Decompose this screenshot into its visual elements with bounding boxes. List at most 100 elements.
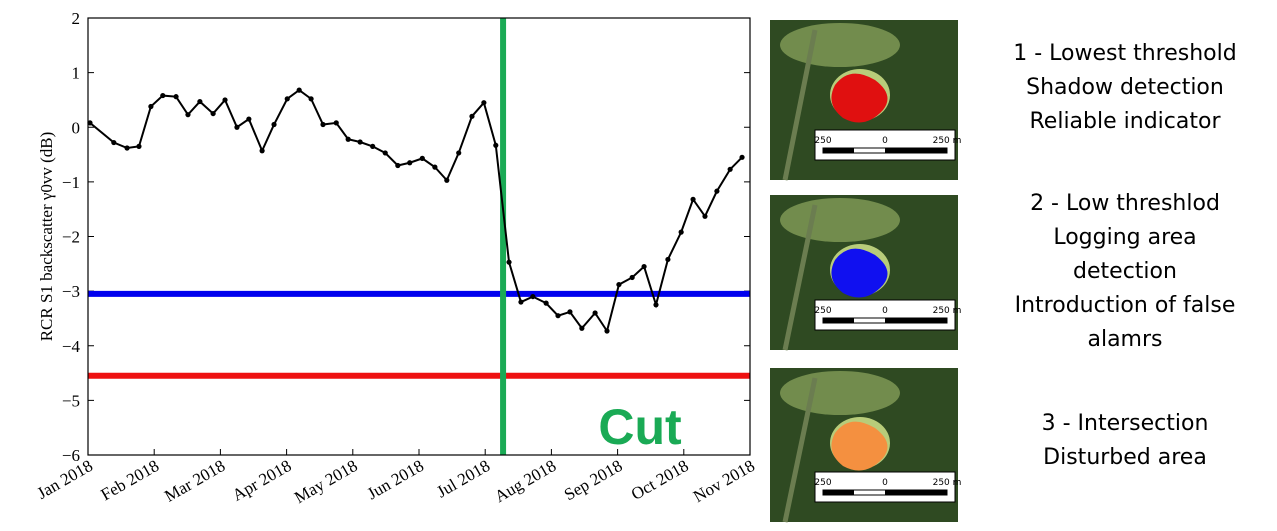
y-tick-label: −5 xyxy=(62,391,80,410)
caption: 2 - Low threshlod xyxy=(1030,191,1220,216)
point xyxy=(136,143,142,149)
point xyxy=(320,121,326,128)
scale-label: 0 xyxy=(882,478,888,488)
point xyxy=(259,148,265,154)
point xyxy=(246,116,252,122)
point xyxy=(530,293,536,300)
scale-box xyxy=(814,299,956,331)
road xyxy=(782,204,818,351)
point xyxy=(641,263,647,270)
caption: Disturbed area xyxy=(1043,445,1207,470)
road xyxy=(782,377,818,523)
y-tick-label: −6 xyxy=(62,446,80,465)
scale-box xyxy=(814,471,956,503)
point xyxy=(173,94,179,100)
x-tick-label: Mar 2018 xyxy=(161,456,228,506)
y-tick-label: −1 xyxy=(62,173,80,192)
scale-label: 250 xyxy=(814,136,831,146)
point xyxy=(382,150,388,156)
x-tick-label: May 2018 xyxy=(291,456,361,507)
point xyxy=(197,98,203,105)
point xyxy=(678,229,684,235)
field xyxy=(780,198,900,242)
point xyxy=(727,166,733,172)
field xyxy=(780,371,900,415)
scale-label: 250 xyxy=(814,306,831,316)
caption: Shadow detection xyxy=(1026,75,1224,100)
point xyxy=(481,100,487,106)
caption: 1 - Lowest threshold xyxy=(1013,41,1236,66)
point xyxy=(284,96,290,102)
point xyxy=(87,120,93,126)
point xyxy=(518,299,524,305)
point xyxy=(702,213,708,219)
point xyxy=(629,274,635,281)
field xyxy=(780,23,900,67)
scale-bar xyxy=(823,318,854,323)
point xyxy=(370,143,376,149)
point xyxy=(111,139,117,146)
point xyxy=(407,160,413,166)
x-tick-label: Feb 2018 xyxy=(97,456,162,504)
scale-bar xyxy=(885,148,947,153)
x-tick-label: Oct 2018 xyxy=(628,456,692,504)
y-tick-label: 1 xyxy=(72,64,81,83)
y-tick-label: −2 xyxy=(62,228,80,247)
point xyxy=(506,259,512,265)
y-tick-label: 0 xyxy=(72,118,81,137)
point xyxy=(419,155,425,161)
scale-label: 0 xyxy=(882,136,888,146)
point xyxy=(567,309,573,315)
scale-bar xyxy=(885,490,947,495)
scale-label: 0 xyxy=(882,306,888,316)
point xyxy=(555,313,561,319)
y-tick-label: 2 xyxy=(72,9,81,28)
detection xyxy=(831,248,888,298)
point xyxy=(653,302,659,308)
point xyxy=(308,96,314,102)
caption: alamrs xyxy=(1087,327,1162,352)
point xyxy=(160,92,166,99)
point xyxy=(357,139,363,145)
caption: Introduction of false xyxy=(1015,293,1236,318)
scale-label: 250 xyxy=(814,478,831,488)
x-tick-label: Sep 2018 xyxy=(561,456,626,504)
scale-bar xyxy=(823,490,854,495)
x-tick-label: Jun 2018 xyxy=(364,456,427,503)
y-tick-label: −4 xyxy=(62,337,81,356)
point xyxy=(345,136,351,142)
point xyxy=(592,310,598,316)
annotation: Cut xyxy=(598,399,682,455)
point xyxy=(148,103,154,110)
point xyxy=(444,177,450,183)
detection xyxy=(831,421,888,471)
point xyxy=(543,300,549,306)
scale-bar xyxy=(823,148,854,153)
point xyxy=(234,124,240,130)
point xyxy=(456,150,462,156)
point xyxy=(395,162,401,169)
x-tick-label: Nov 2018 xyxy=(690,456,758,506)
point xyxy=(493,142,499,148)
point xyxy=(333,120,339,126)
point xyxy=(616,281,622,288)
scale-bar xyxy=(885,318,947,323)
y-axis-label: RCR S1 backscatter γ0vv (dB) xyxy=(37,132,56,342)
point xyxy=(222,97,228,103)
y-tick-label: −3 xyxy=(62,282,80,301)
point xyxy=(665,256,671,263)
point xyxy=(210,110,216,117)
scale-label: 250 m xyxy=(933,136,962,146)
scale-label: 250 m xyxy=(933,306,962,316)
point xyxy=(739,154,745,160)
point xyxy=(714,188,720,194)
scale-box xyxy=(814,129,956,161)
point xyxy=(690,196,696,202)
point xyxy=(271,121,277,128)
point xyxy=(185,112,191,118)
x-tick-label: Jul 2018 xyxy=(433,456,493,502)
x-tick-label: Apr 2018 xyxy=(229,456,295,505)
scale-label: 250 m xyxy=(933,478,962,488)
point xyxy=(604,328,610,334)
